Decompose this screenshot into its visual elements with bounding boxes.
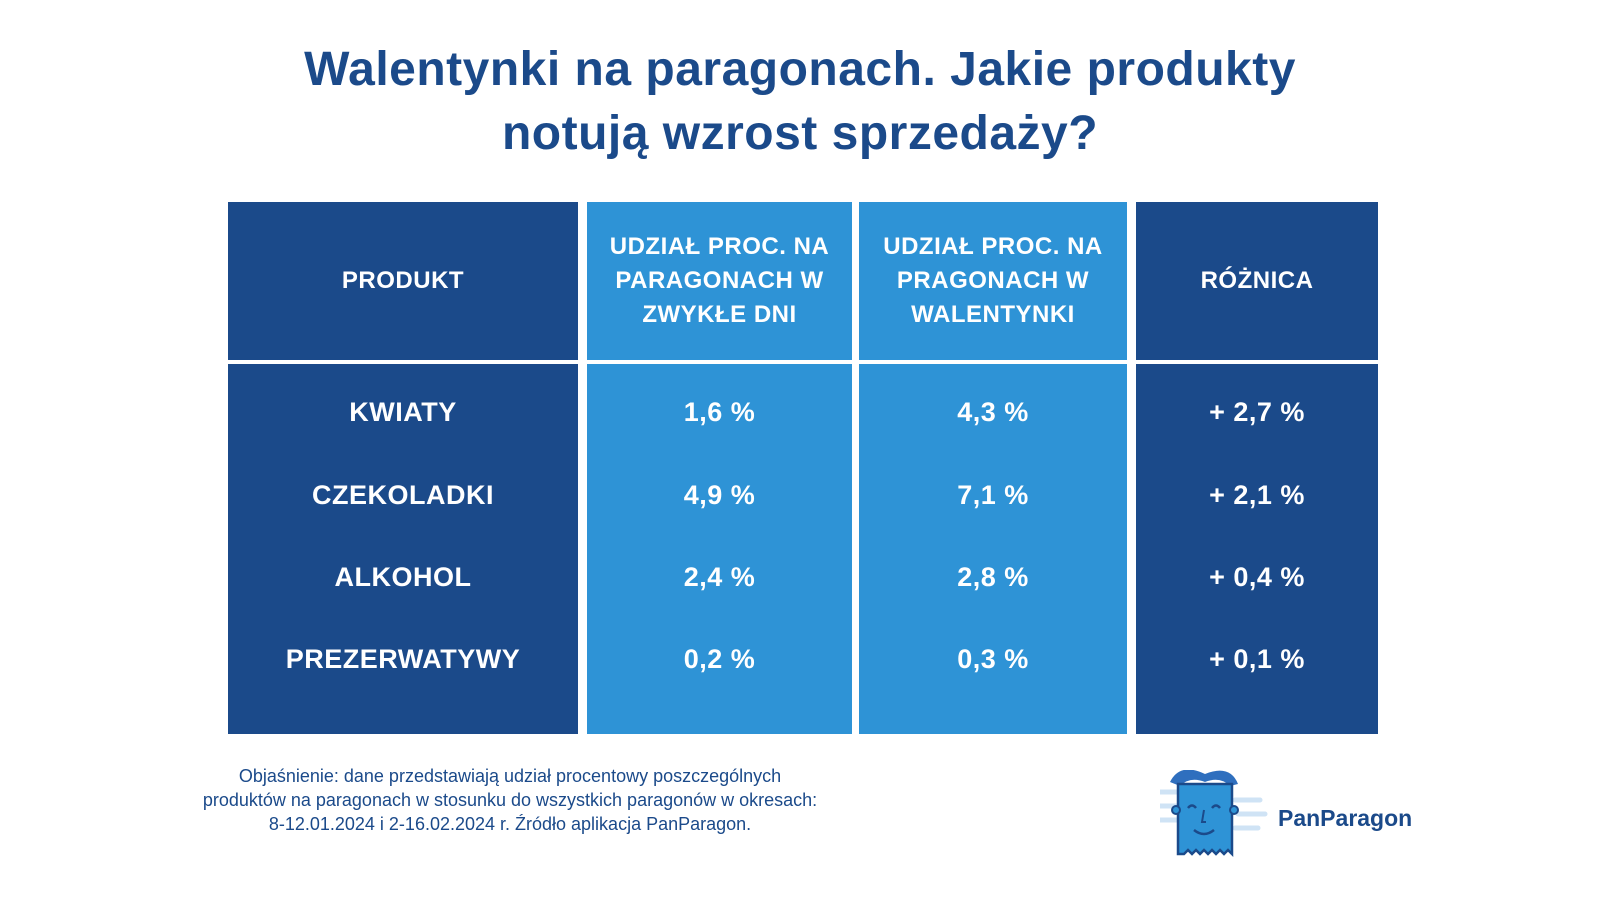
note-line-3: 8-12.01.2024 i 2-16.02.2024 r. Źródło ap… — [268, 814, 752, 834]
title-line-1: Walentynki na paragonach. Jakie produkty — [304, 43, 1296, 96]
value-cell: 7,1 % — [957, 479, 1029, 510]
value-cell: 4,3 % — [957, 396, 1029, 427]
product-name-cell: KWIATY — [349, 396, 457, 427]
value-cell: 4,9 % — [683, 479, 756, 510]
value-cell: 1,6 % — [683, 396, 756, 427]
value-cell: + 0,1 % — [1209, 643, 1305, 674]
explanation-note: Objaśnienie: dane przedstawiają udział p… — [150, 764, 870, 836]
value-cell: + 2,1 % — [1209, 479, 1305, 510]
col-walentynki-header-bg — [859, 202, 1127, 360]
column-header: UDZIAŁ PROC. NA PRAGONACH W WALENTYNKI — [883, 233, 1103, 328]
value-cell: + 2,7 % — [1209, 396, 1305, 427]
col-walentynki-body-bg — [859, 364, 1127, 734]
value-cell: 0,2 % — [683, 643, 756, 674]
column-header: PRODUKT — [341, 267, 465, 294]
value-cell: 0,3 % — [957, 643, 1029, 674]
receipt-mascot-icon — [1132, 769, 1268, 858]
value-cell: 2,8 % — [957, 561, 1029, 592]
note-line-2: produktów na paragonach w stosunku do ws… — [202, 790, 818, 810]
page-title: Walentynki na paragonach. Jakie produkty… — [0, 38, 1600, 166]
col-roznica-header-bg — [1136, 202, 1378, 360]
col-zwykle-dni-header-bg — [587, 202, 852, 360]
brand-name: PanParagon — [1278, 805, 1413, 831]
col-produkt-body-bg — [228, 364, 578, 734]
title-line-2: notują wzrost sprzedaży? — [501, 107, 1099, 160]
col-produkt-header-bg — [228, 202, 578, 360]
value-cell: + 0,4 % — [1209, 561, 1305, 592]
column-header: RÓŻNICA — [1200, 267, 1314, 294]
col-zwykle-dni-body-bg — [587, 364, 852, 734]
note-line-1: Objaśnienie: dane przedstawiają udział p… — [238, 766, 782, 786]
col-roznica-body-bg — [1136, 364, 1378, 734]
product-name-cell: ALKOHOL — [334, 561, 472, 592]
product-name-cell: CZEKOLADKI — [312, 479, 494, 510]
value-cell: 2,4 % — [683, 561, 756, 592]
product-name-cell: PREZERWATYWY — [285, 643, 521, 674]
column-header: UDZIAŁ PROC. NA PARAGONACH W ZWYKŁE DNI — [609, 233, 830, 328]
